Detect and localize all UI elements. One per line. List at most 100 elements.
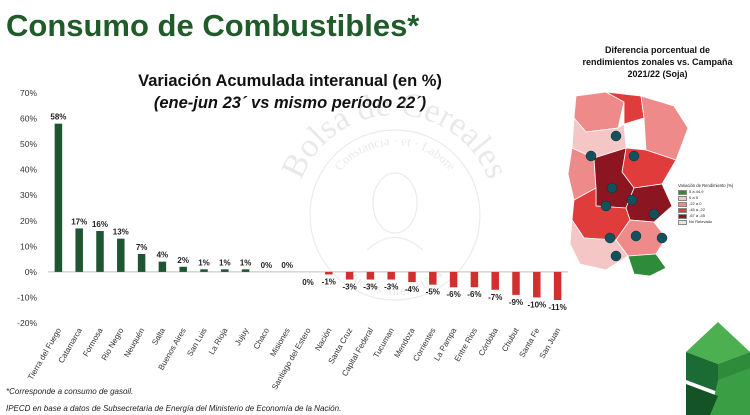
data-label: 1%	[240, 258, 252, 267]
cube-logo-icon	[686, 322, 750, 415]
bar	[470, 271, 479, 288]
y-tick-label: 30%	[20, 190, 37, 200]
bar	[408, 271, 416, 283]
inset-title-line: 2021/22 (Soja)	[627, 69, 688, 79]
x-tick-label: San Juan	[538, 326, 563, 360]
legend-swatch	[678, 213, 687, 219]
data-label: -10%	[527, 300, 546, 309]
data-label: 0%	[281, 261, 293, 270]
data-label: 58%	[50, 113, 66, 122]
bar	[449, 271, 458, 288]
map-legend-item: -22 a 0	[678, 201, 733, 207]
legend-swatch	[678, 207, 687, 213]
data-label: -4%	[405, 285, 419, 294]
bar	[75, 228, 83, 272]
data-label: 4%	[157, 251, 169, 260]
badge-marker-icon	[610, 250, 622, 262]
data-label: -9%	[509, 298, 523, 307]
data-label: 0%	[302, 278, 314, 287]
y-tick-label: 70%	[20, 88, 37, 98]
bar	[366, 271, 375, 280]
y-tick-label: 10%	[20, 241, 37, 251]
bar	[533, 271, 541, 298]
bar	[429, 271, 437, 285]
bar	[158, 261, 167, 272]
badge-marker-icon	[656, 232, 668, 244]
bar	[54, 123, 63, 272]
badge-marker-icon	[648, 208, 660, 220]
inset-map	[567, 91, 689, 277]
bar	[241, 269, 250, 272]
bar	[512, 271, 520, 295]
bar	[387, 271, 395, 280]
data-label: 16%	[92, 220, 108, 229]
data-label: 2%	[177, 256, 189, 265]
x-tick-label: Córdoba	[477, 326, 500, 358]
data-label: -6%	[467, 290, 481, 299]
slide-title: Consumo de Combustibles*	[6, 8, 420, 43]
data-label: -3%	[342, 283, 356, 292]
x-tick-label: La Rioja	[207, 326, 230, 356]
bar	[325, 271, 333, 275]
badge-marker-icon	[606, 182, 618, 194]
inset-title-line: rendimientos zonales vs. Campaña	[582, 57, 733, 67]
legend-swatch	[678, 189, 687, 195]
map-legend-item: -45 a -22	[678, 207, 733, 213]
map-legend-item: No Relevado	[678, 219, 733, 225]
data-label: 13%	[113, 228, 129, 237]
data-label: -6%	[446, 290, 460, 299]
bar	[491, 271, 499, 290]
badge-marker-icon	[610, 130, 622, 142]
legend-swatch	[678, 219, 687, 225]
chart-title-block: Variación Acumulada interanual (en %) (e…	[70, 70, 510, 114]
badge-marker-icon	[630, 230, 642, 242]
x-tick-label: Chaco	[252, 326, 272, 351]
badge-marker-icon	[604, 232, 616, 244]
x-tick-label: Tierra del Fuego	[26, 326, 63, 382]
data-label: -5%	[426, 288, 440, 297]
bar	[221, 269, 229, 272]
x-tick-label: Neuquén	[122, 326, 146, 359]
bar	[553, 271, 562, 300]
legend-swatch	[678, 195, 687, 201]
x-tick-label: Santiago del Estero	[270, 326, 313, 391]
data-label: -11%	[548, 303, 566, 312]
badge-marker-icon	[585, 150, 597, 162]
data-label: 7%	[136, 243, 148, 252]
bar	[345, 271, 354, 280]
inset-title-line: Diferencia porcentual de	[604, 45, 711, 55]
bar	[179, 266, 187, 272]
data-label: -1%	[322, 277, 336, 286]
source-note: IPECD en base a datos de Subsecretaria d…	[6, 404, 342, 413]
bar	[117, 238, 125, 272]
y-tick-label: 60%	[20, 114, 37, 124]
y-tick-label: 0%	[25, 267, 38, 277]
chart-subtitle: (ene-jun 23´ vs mismo período 22´)	[153, 94, 427, 112]
x-tick-label: Jujuy	[233, 326, 250, 347]
data-label: -7%	[488, 293, 502, 302]
inset-map-title: Diferencia porcentual de rendimientos zo…	[565, 44, 750, 80]
legend-swatch	[678, 201, 687, 207]
map-legend-item: 5 a 44,9	[678, 189, 733, 195]
x-tick-label: Nación	[313, 326, 333, 352]
data-label: 17%	[71, 217, 87, 226]
data-label: -3%	[384, 283, 398, 292]
map-legend-item: -67 a -45	[678, 213, 733, 219]
y-tick-label: -20%	[17, 318, 37, 328]
data-label: -3%	[363, 283, 377, 292]
badge-marker-icons	[585, 130, 668, 262]
badge-marker-icon	[600, 200, 612, 212]
badge-marker-icon	[628, 150, 640, 162]
y-tick-label: 40%	[20, 165, 37, 175]
data-label: 0%	[261, 261, 273, 270]
badge-marker-icon	[626, 194, 638, 206]
map-region	[605, 91, 645, 125]
map-legend-title: Variación de Rendimiento (%)	[678, 183, 734, 188]
chart-title: Variación Acumulada interanual (en %)	[138, 72, 442, 90]
x-tick-label: Salta	[150, 326, 167, 347]
x-tick-label: Chubut	[500, 326, 521, 354]
footnote: *Corresponde a consumo de gasoil.	[6, 387, 134, 396]
y-tick-label: 20%	[20, 216, 37, 226]
bar	[96, 231, 104, 272]
